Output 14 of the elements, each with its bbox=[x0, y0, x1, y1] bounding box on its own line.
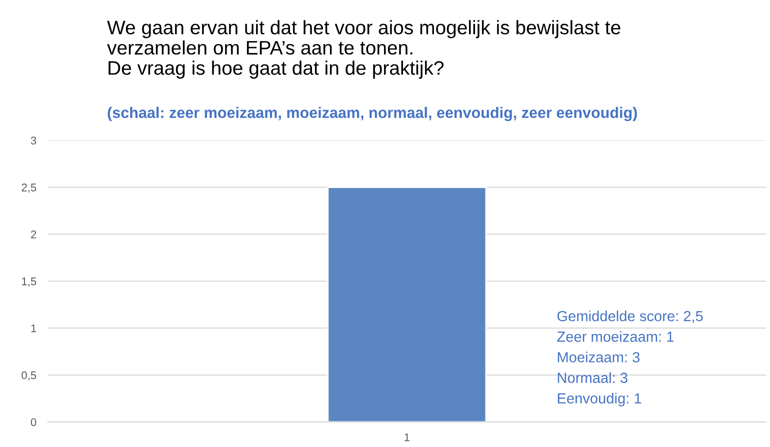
annotation: Zeer moeizaam: 1 bbox=[557, 331, 674, 342]
y-tick-label: 2,5 bbox=[22, 184, 36, 193]
y-tick-label: 3 bbox=[30, 136, 36, 144]
chart-title: We gaan ervan uit dat het voor aios mogelijk is bewijslast te verzamelen om EPA’s aan te tonen. De vraag is hoe gaat dat in de praktijk? bbox=[107, 20, 620, 79]
y-tick-label: 0,5 bbox=[22, 371, 36, 380]
annotation: Eenvoudig: 1 bbox=[558, 392, 642, 406]
y-tick-label: 2 bbox=[31, 230, 36, 238]
annotation: Moeizaam: 3 bbox=[558, 352, 640, 362]
chart-subtitle: (schaal: zeer moeizaam, moeizaam, normaal, eenvoudig, zeer eenvoudig) bbox=[108, 106, 637, 122]
y-tick-label: 0 bbox=[30, 418, 36, 426]
y-tick-label: 1,5 bbox=[22, 278, 36, 287]
annotation: Normaal: 3 bbox=[558, 372, 628, 383]
y-tick-label: 1 bbox=[31, 324, 36, 332]
annotation: Gemiddelde score: 2,5 bbox=[557, 310, 703, 324]
